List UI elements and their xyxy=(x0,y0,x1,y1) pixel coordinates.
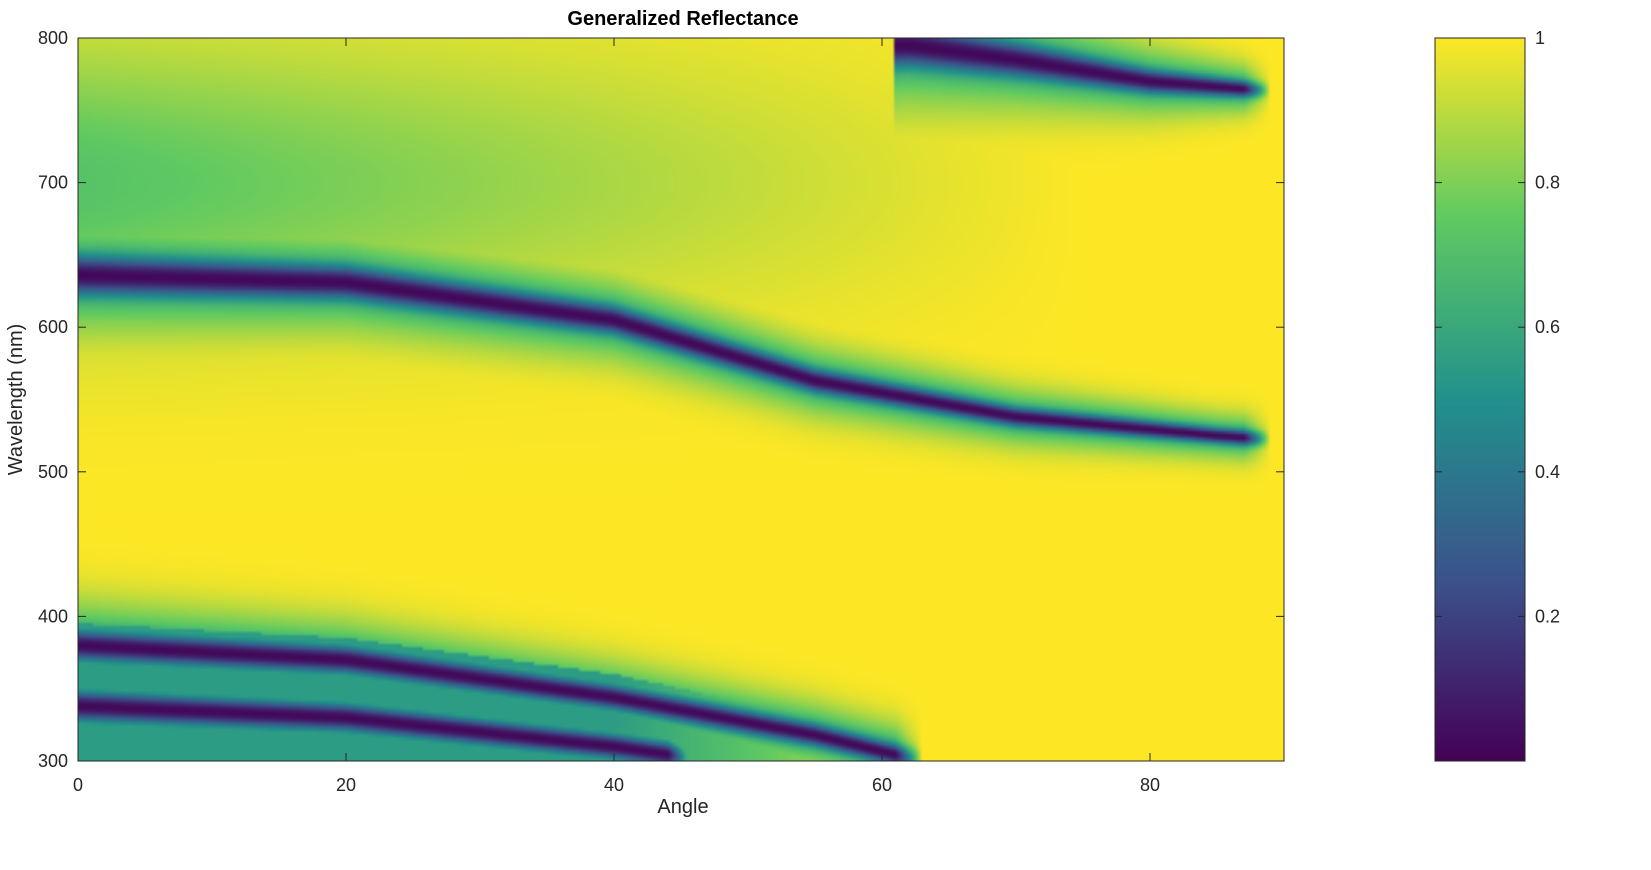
y-axis: 300 400 500 600 700 800 xyxy=(38,28,1284,771)
y-tick-label: 800 xyxy=(38,28,68,48)
x-tick-label: 60 xyxy=(872,775,892,795)
y-tick-label: 300 xyxy=(38,751,68,771)
plot-axes: 0 20 40 60 80 300 400 500 600 700 800 xyxy=(38,28,1285,795)
y-tick-label: 500 xyxy=(38,462,68,482)
x-axis: 0 20 40 60 80 xyxy=(73,38,1160,795)
chart-title: Generalized Reflectance xyxy=(567,8,798,30)
x-axis-label: Angle xyxy=(657,796,708,818)
y-tick-label: 400 xyxy=(38,606,68,626)
colorbar: 0.2 0.4 0.6 0.8 1 xyxy=(1434,28,1560,762)
colorbar-gradient xyxy=(1434,37,1526,762)
x-tick-label: 40 xyxy=(604,775,624,795)
plot-frame xyxy=(77,37,1285,762)
x-tick-label: 80 xyxy=(1140,775,1160,795)
y-tick-label: 700 xyxy=(38,173,68,193)
colorbar-ticks: 0.2 0.4 0.6 0.8 1 xyxy=(1435,28,1560,626)
colorbar-tick-label: 0.6 xyxy=(1535,317,1560,337)
colorbar-tick-label: 0.2 xyxy=(1535,606,1560,626)
heatmap-image xyxy=(78,38,1284,761)
colorbar-tick-label: 0.8 xyxy=(1535,173,1560,193)
x-tick-label: 0 xyxy=(73,775,83,795)
x-tick-label: 20 xyxy=(336,775,356,795)
y-tick-label: 600 xyxy=(38,317,68,337)
y-axis-label: Wavelength (nm) xyxy=(5,324,27,476)
colorbar-tick-label: 0.4 xyxy=(1535,462,1560,482)
colorbar-tick-label: 1 xyxy=(1535,28,1545,48)
